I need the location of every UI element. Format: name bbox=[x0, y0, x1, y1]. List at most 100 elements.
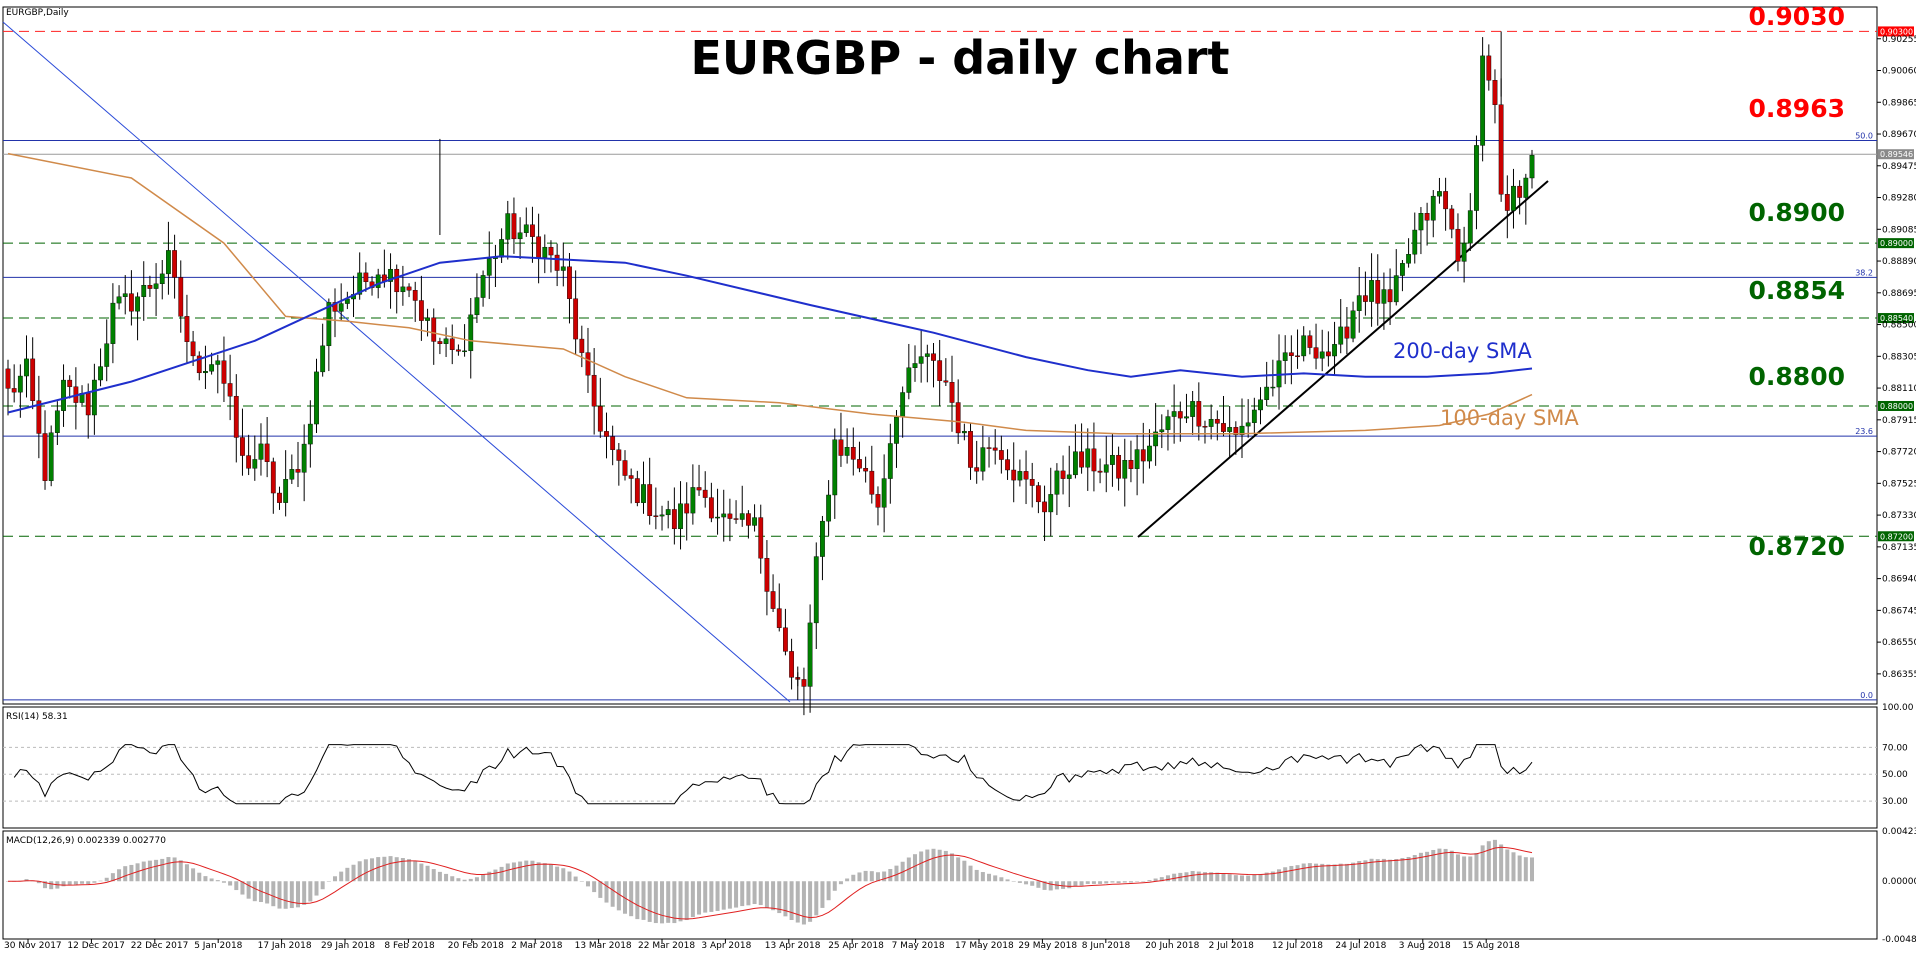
macd-bar bbox=[1085, 881, 1090, 884]
macd-bar bbox=[1030, 881, 1035, 886]
candle-down bbox=[616, 449, 622, 461]
candle-down bbox=[536, 236, 542, 258]
candle-down bbox=[1177, 411, 1183, 419]
macd-bar bbox=[832, 881, 837, 891]
candle-down bbox=[1116, 454, 1122, 479]
price-tick-label: 0.90255 bbox=[1882, 35, 1916, 45]
macd-bar bbox=[1258, 873, 1263, 882]
macd-bar bbox=[1289, 865, 1294, 882]
macd-bar bbox=[289, 881, 294, 909]
macd-bar bbox=[36, 881, 41, 884]
macd-bar bbox=[1227, 874, 1232, 882]
candle-up bbox=[752, 517, 757, 526]
candle-down bbox=[1029, 479, 1035, 486]
macd-bar bbox=[1122, 881, 1127, 883]
macd-bar bbox=[1233, 875, 1238, 882]
macd-bar bbox=[24, 879, 29, 882]
macd-bar bbox=[221, 881, 226, 883]
macd-bar bbox=[394, 857, 399, 882]
candle-down bbox=[1023, 471, 1029, 480]
macd-bar bbox=[499, 866, 504, 882]
candle-up bbox=[1461, 242, 1467, 262]
candle-down bbox=[567, 266, 572, 299]
candle-up bbox=[153, 283, 159, 289]
macd-bar bbox=[178, 860, 183, 882]
macd-bar bbox=[530, 860, 535, 882]
macd-bar bbox=[265, 881, 270, 904]
macd-bar bbox=[814, 881, 819, 916]
candle-down bbox=[30, 358, 36, 401]
candle-up bbox=[1319, 351, 1325, 359]
candle-up bbox=[357, 272, 363, 295]
candle-up bbox=[1147, 445, 1152, 462]
candle-down bbox=[1362, 295, 1368, 302]
macd-bar bbox=[555, 866, 560, 882]
macd-bar bbox=[1505, 849, 1510, 882]
macd-bar bbox=[635, 881, 640, 920]
candle-up bbox=[980, 447, 986, 472]
candle-up bbox=[1418, 213, 1424, 231]
candle-up bbox=[1171, 411, 1177, 417]
level-price-tag-text: 0.88000 bbox=[1880, 402, 1913, 411]
level-price-tag-text: 0.87200 bbox=[1880, 532, 1913, 541]
candle-down bbox=[1375, 280, 1381, 304]
candle-down bbox=[1079, 451, 1084, 468]
macd-bar bbox=[215, 880, 220, 882]
macd-bar bbox=[1135, 881, 1140, 882]
macd-bar bbox=[456, 878, 461, 882]
macd-bar bbox=[333, 876, 338, 882]
date-label: 2 Jul 2018 bbox=[1209, 941, 1254, 950]
macd-bar bbox=[1499, 844, 1504, 882]
candle-up bbox=[1165, 416, 1171, 430]
macd-bar bbox=[1091, 881, 1096, 884]
macd-bar bbox=[61, 881, 66, 887]
candle-down bbox=[573, 298, 579, 340]
candle-down bbox=[85, 393, 91, 416]
macd-bar bbox=[1264, 872, 1269, 882]
candle-down bbox=[1295, 355, 1300, 357]
candle-up bbox=[462, 350, 467, 353]
candle-up bbox=[1350, 310, 1356, 339]
date-label: 13 Mar 2018 bbox=[575, 941, 632, 950]
macd-bar bbox=[882, 871, 887, 882]
macd-bar bbox=[875, 872, 880, 882]
candle-down bbox=[178, 277, 184, 317]
candle-down bbox=[172, 250, 177, 278]
candle-up bbox=[1480, 55, 1486, 146]
macd-bar bbox=[493, 869, 498, 882]
macd-bar bbox=[623, 881, 627, 914]
price-tick-label: 0.88695 bbox=[1882, 289, 1916, 299]
date-label: 29 Jan 2018 bbox=[321, 941, 375, 950]
price-tick-label: 0.88305 bbox=[1882, 352, 1916, 362]
candle-up bbox=[1085, 448, 1091, 468]
rsi-tick-label: 70.00 bbox=[1882, 743, 1908, 753]
candle-down bbox=[628, 475, 634, 479]
candle-down bbox=[702, 489, 708, 498]
macd-bar bbox=[1017, 881, 1022, 883]
macd-bar bbox=[49, 881, 54, 890]
macd-bar bbox=[1196, 871, 1201, 882]
candle-up bbox=[301, 443, 307, 473]
macd-bar bbox=[1449, 850, 1454, 882]
candle-down bbox=[431, 317, 437, 342]
candle-down bbox=[1128, 460, 1134, 469]
macd-bar bbox=[172, 857, 177, 882]
candle-down bbox=[1097, 470, 1103, 473]
candle-down bbox=[196, 355, 202, 374]
macd-bar bbox=[123, 866, 128, 882]
macd-label: MACD(12,26,9) 0.002339 0.002770 bbox=[6, 836, 166, 846]
price-tick-label: 0.89280 bbox=[1882, 194, 1916, 204]
macd-bar bbox=[1517, 855, 1522, 882]
macd-bar bbox=[1061, 881, 1066, 889]
candle-down bbox=[1214, 418, 1220, 424]
date-label: 17 May 2018 bbox=[955, 941, 1014, 950]
macd-bar bbox=[474, 877, 479, 882]
macd-bar bbox=[1326, 864, 1331, 882]
candle-down bbox=[412, 290, 418, 301]
candle-down bbox=[270, 461, 276, 494]
date-label: 13 Apr 2018 bbox=[765, 941, 821, 950]
candle-up bbox=[832, 439, 838, 496]
date-label: 2 Mar 2018 bbox=[511, 941, 563, 950]
macd-bar bbox=[1529, 857, 1534, 882]
macd-bar bbox=[1412, 855, 1417, 882]
